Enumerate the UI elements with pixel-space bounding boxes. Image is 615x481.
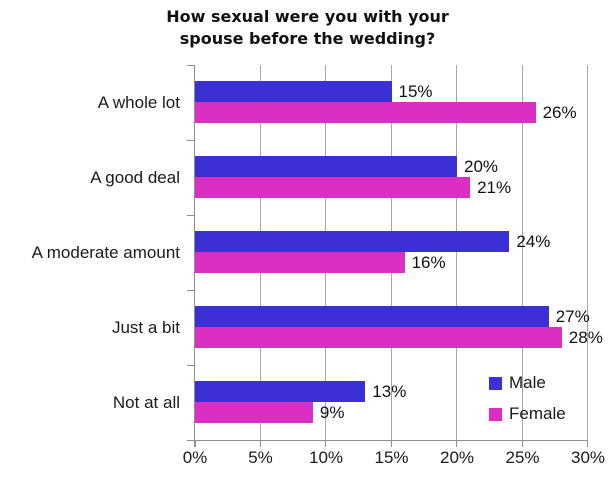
x-tick-20 [456, 440, 457, 447]
category-label: A whole lot [97, 93, 180, 112]
bar-male [195, 231, 510, 252]
bar-male [195, 381, 366, 402]
bar-female [195, 402, 313, 423]
legend-swatch-female-icon [489, 407, 502, 421]
y-tick-0 [187, 65, 195, 66]
y-tick-3 [187, 290, 195, 291]
legend-label-female: Female [509, 404, 566, 423]
x-tick-label-0: 0% [182, 448, 208, 467]
x-tick-0 [195, 440, 196, 447]
chart-title-line2: spouse before the wedding? [179, 29, 436, 48]
bar-female [195, 327, 562, 348]
bar-value-label: 9% [319, 403, 345, 422]
bar-female [195, 252, 405, 273]
bar-male [195, 81, 392, 102]
x-tick-15 [390, 440, 392, 447]
bar-value-label: 13% [372, 382, 407, 401]
category-label: A good deal [90, 168, 180, 187]
x-tick-25 [521, 440, 523, 447]
plot-area: 15% 26% 20% 21% 24% 16% 27% 28% 13% 9% [195, 65, 603, 440]
x-tick-30 [587, 440, 588, 447]
x-tick-5 [259, 440, 261, 447]
category-label: A moderate amount [31, 243, 180, 262]
chart-title: How sexual were you with your spouse bef… [0, 6, 615, 50]
x-tick-label-15: 15% [374, 448, 409, 467]
bar-male [195, 306, 549, 327]
y-tick-2 [187, 215, 195, 216]
x-tick-10 [325, 440, 326, 447]
x-tick-label-10: 10% [308, 448, 344, 467]
bar-value-label: 16% [411, 253, 446, 272]
gridline-20 [456, 65, 457, 440]
y-tick-5 [187, 440, 195, 441]
bar-value-label: 15% [398, 82, 433, 101]
x-tick-label-30: 30% [570, 448, 606, 467]
legend: Male Female [489, 373, 566, 435]
gridline-30 [587, 65, 588, 440]
x-axis-line [187, 440, 588, 441]
category-label: Not at all [112, 393, 180, 412]
x-tick-label-25: 25% [505, 448, 540, 467]
bar-value-label: 28% [568, 328, 603, 347]
x-tick-label-5: 5% [248, 448, 273, 467]
bar-value-label: 20% [464, 157, 499, 176]
y-tick-1 [187, 140, 195, 141]
legend-item-male: Male [489, 373, 566, 393]
category-axis-labels: A whole lot A good deal A moderate amount J… [0, 65, 180, 440]
legend-label-male: Male [509, 373, 546, 392]
y-tick-4 [187, 365, 195, 366]
bar-value-label: 26% [542, 103, 577, 122]
bar-value-label: 24% [516, 232, 551, 251]
bar-male [195, 156, 457, 177]
bar-female [195, 177, 471, 198]
legend-item-female: Female [489, 404, 566, 424]
category-label: Just a bit [111, 318, 180, 337]
bar-female [195, 102, 536, 123]
gridline-25 [521, 65, 523, 440]
legend-swatch-male-icon [489, 376, 502, 390]
x-tick-label-20: 20% [439, 448, 475, 467]
bar-value-label: 21% [477, 178, 512, 197]
chart-title-line1: How sexual were you with your [166, 7, 449, 26]
y-axis-line [194, 65, 195, 447]
bar-value-label: 27% [555, 307, 590, 326]
